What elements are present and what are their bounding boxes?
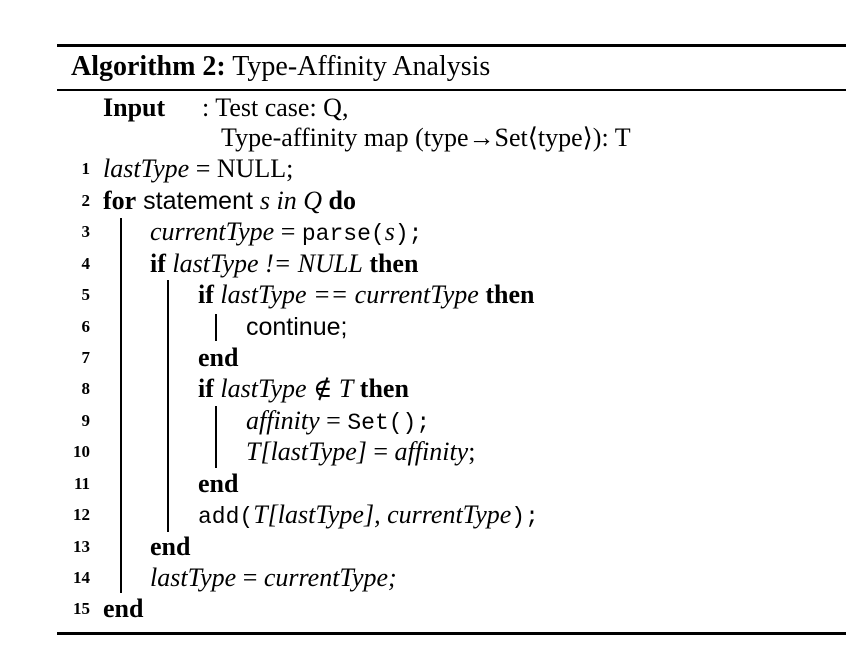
code-line-7: end: [198, 342, 238, 374]
keyword-end: end: [103, 594, 144, 623]
line-number: 2: [81, 191, 91, 210]
keyword-for: for: [103, 186, 137, 215]
line-number: 10: [73, 442, 90, 461]
caption-rule: [57, 89, 846, 91]
keyword-end: end: [198, 343, 239, 372]
algorithm-caption: Algorithm 2: Type-Affinity Analysis: [71, 47, 490, 87]
code-text: =: [236, 563, 264, 592]
if-condition: lastType ∉ T: [213, 374, 354, 403]
code-line-14: lastType = currentType;: [150, 562, 397, 594]
code-line-2: for statement s in Q do: [103, 185, 356, 217]
code-text: = NULL;: [189, 154, 294, 183]
var-currenttype: currentType;: [263, 563, 397, 592]
bottom-rule: [57, 632, 846, 635]
code-line-3: currentType = parse(s);: [150, 216, 422, 248]
var-affinity: affinity: [394, 437, 469, 466]
input-line-1: Input: [103, 92, 165, 124]
line-number: 9: [81, 411, 91, 430]
keyword-then: then: [362, 249, 419, 278]
code-line-11: end: [198, 468, 238, 500]
inner-if-block-bar: [215, 314, 217, 341]
line-number: 4: [81, 254, 91, 273]
code-line-13: end: [150, 531, 190, 563]
input-desc-1: : Test case: Q,: [202, 92, 348, 124]
code-line-12: add(T[lastType], currentType);: [198, 499, 539, 531]
keyword-end: end: [198, 469, 239, 498]
line-number: 12: [73, 505, 90, 524]
if-condition: lastType != NULL: [165, 249, 363, 278]
line-number: 1: [81, 159, 91, 178]
code-line-1: lastType = NULL;: [103, 153, 293, 185]
code-text: statement: [136, 187, 260, 215]
if-condition: lastType == currentType: [213, 280, 479, 309]
for-block-bar: [120, 218, 122, 593]
code-text: =: [319, 406, 348, 435]
line-number: 13: [73, 537, 90, 556]
line-number: 14: [73, 568, 90, 587]
var-s: s: [384, 217, 395, 246]
function-add: add(: [198, 504, 254, 530]
keyword-if: if: [198, 280, 214, 309]
algorithm-label: Algorithm 2:: [71, 51, 226, 82]
line-number: 8: [81, 379, 91, 398]
keyword-end: end: [150, 532, 191, 561]
keyword-if: if: [198, 374, 214, 403]
function-set: Set();: [347, 410, 431, 436]
line-number: 15: [73, 599, 90, 618]
var-affinity: affinity: [246, 406, 320, 435]
keyword-do: do: [322, 186, 356, 215]
line-number: 11: [73, 474, 90, 493]
input-text-1: : Test case: Q,: [202, 93, 349, 122]
input-desc-2: Type-affinity map (type→Set⟨type⟩): T: [221, 122, 631, 154]
var-lasttype: lastType: [150, 563, 237, 592]
code-line-9: affinity = Set();: [246, 405, 430, 437]
keyword-then: then: [478, 280, 535, 309]
input-text-2: Type-affinity map (type→Set⟨type⟩): T: [221, 123, 631, 152]
var-currenttype: currentType: [150, 217, 275, 246]
function-parse: parse(: [301, 221, 385, 247]
code-text: =: [366, 437, 395, 466]
code-text: );: [511, 504, 539, 530]
line-number: 6: [81, 317, 91, 336]
code-line-10: T[lastType] = affinity;: [246, 436, 475, 468]
keyword-if: if: [150, 249, 166, 278]
algorithm-title: Type-Affinity Analysis: [232, 51, 491, 82]
statement-continue: continue;: [246, 313, 348, 341]
if-block-bar: [167, 280, 169, 532]
top-rule: [57, 44, 846, 47]
code-line-4: if lastType != NULL then: [150, 248, 418, 280]
code-text: ;: [468, 437, 476, 466]
line-number: 3: [81, 222, 91, 241]
code-line-8: if lastType ∉ T then: [198, 373, 409, 405]
code-line-5: if lastType == currentType then: [198, 279, 534, 311]
code-line-6: continue;: [246, 311, 347, 343]
map-entry: T[lastType]: [246, 437, 367, 466]
inner-if-block-bar: [215, 406, 217, 468]
line-number: 5: [81, 285, 91, 304]
keyword-then: then: [353, 374, 409, 403]
code-text: );: [394, 221, 423, 247]
function-args: T[lastType], currentType: [253, 500, 512, 529]
var-lasttype: lastType: [103, 154, 190, 183]
for-condition: s in Q: [259, 186, 322, 215]
input-keyword: Input: [103, 93, 166, 122]
code-text: =: [274, 217, 302, 246]
code-line-15: end: [103, 593, 143, 625]
line-number: 7: [81, 348, 91, 367]
